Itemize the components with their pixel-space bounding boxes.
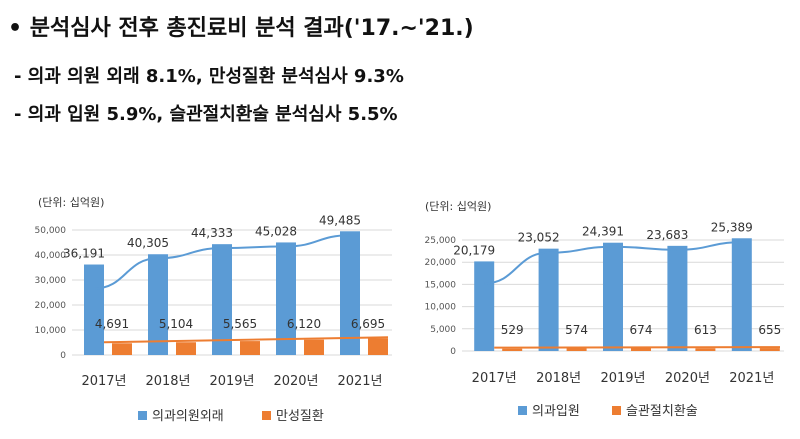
y-tick-label: 0	[60, 351, 66, 361]
trend-line-만성질환	[103, 336, 389, 344]
unit-label: (단위: 십억원)	[38, 196, 104, 209]
bar-의과의원외래	[340, 231, 360, 355]
headline-line-2: - 의과 의원 외래 8.1%, 만성질환 분석심사 9.3%	[14, 66, 404, 87]
x-category-label: 2021년	[729, 371, 774, 386]
title-text: 분석심사 전후 총진료비 분석 결과('17.~'21.)	[29, 16, 474, 41]
y-tick-label: 5,000	[430, 325, 456, 335]
data-label: 44,333	[191, 226, 233, 240]
x-category-label: 2019년	[600, 371, 645, 386]
trend-line-의과입원	[484, 241, 742, 285]
data-label: 24,391	[582, 225, 624, 239]
unit-label: (단위: 십억원)	[425, 200, 491, 213]
y-tick-label: 30,000	[35, 276, 67, 286]
bar-의과입원	[731, 238, 752, 351]
data-label: 4,691	[95, 317, 129, 331]
bar-의과의원외래	[212, 244, 232, 355]
data-label: 36,191	[63, 247, 105, 261]
legend-swatch	[518, 406, 527, 415]
y-tick-label: 10,000	[35, 326, 67, 336]
legend-entry: 슬관절치환술	[626, 404, 698, 419]
data-label: 655	[758, 323, 781, 337]
bar-슬관절치환술	[631, 348, 651, 351]
bar-만성질환	[304, 339, 324, 355]
data-label: 6,695	[351, 317, 385, 331]
data-label: 23,683	[646, 228, 688, 242]
data-label: 5,104	[159, 317, 193, 331]
data-label: 613	[694, 323, 717, 337]
legend-entry: 의과입원	[532, 404, 580, 419]
data-label: 20,179	[453, 243, 495, 257]
headline-line-3: - 의과 입원 5.9%, 슬관절치환술 분석심사 5.5%	[14, 104, 398, 125]
headline-title: • 분석심사 전후 총진료비 분석 결과('17.~'21.)	[8, 10, 474, 42]
bar-만성질환	[176, 342, 196, 355]
y-tick-label: 10,000	[425, 303, 457, 313]
x-category-label: 2018년	[145, 374, 190, 389]
y-tick-label: 20,000	[35, 301, 67, 311]
bar-만성질환	[112, 343, 132, 355]
bar-의과입원	[474, 261, 495, 351]
y-tick-label: 50,000	[35, 226, 67, 236]
bar-만성질환	[240, 341, 260, 355]
trend-line-의과의원외래	[93, 234, 351, 290]
y-tick-label: 15,000	[425, 280, 457, 290]
data-label: 674	[630, 323, 653, 337]
data-label: 6,120	[287, 317, 321, 331]
x-category-label: 2020년	[665, 371, 710, 386]
bar-슬관절치환술	[759, 348, 780, 351]
bar-의과의원외래	[84, 264, 104, 355]
bar-만성질환	[368, 338, 388, 355]
data-label: 49,485	[319, 213, 361, 227]
bar-의과입원	[667, 245, 688, 351]
y-tick-label: 40,000	[35, 251, 67, 261]
y-tick-label: 25,000	[425, 236, 457, 246]
bar-의과의원외래	[148, 254, 168, 355]
data-label: 40,305	[127, 236, 169, 250]
bar-의과입원	[538, 248, 559, 351]
bar-의과입원	[603, 242, 623, 351]
legend-swatch	[262, 411, 271, 420]
data-label: 23,052	[518, 231, 560, 245]
x-category-label: 2019년	[209, 374, 254, 389]
legend-swatch	[138, 411, 147, 420]
data-label: 45,028	[255, 224, 297, 238]
trend-line-슬관절치환술	[494, 346, 781, 349]
data-label: 574	[565, 323, 588, 337]
data-label: 25,389	[711, 220, 753, 234]
x-category-label: 2020년	[273, 374, 318, 389]
y-tick-label: 20,000	[425, 258, 457, 268]
bar-의과의원외래	[276, 242, 296, 355]
x-category-label: 2021년	[337, 374, 382, 389]
legend-entry: 만성질환	[276, 409, 324, 424]
legend-swatch	[612, 406, 621, 415]
legend-entry: 의과의원외래	[152, 409, 224, 424]
bullet: •	[8, 16, 23, 41]
bar-슬관절치환술	[695, 348, 716, 351]
data-label: 529	[501, 323, 524, 337]
y-tick-label: 0	[450, 347, 456, 357]
bar-슬관절치환술	[502, 348, 523, 351]
bar-슬관절치환술	[566, 348, 587, 351]
x-category-label: 2017년	[472, 371, 517, 386]
x-category-label: 2018년	[536, 371, 581, 386]
data-label: 5,565	[223, 317, 257, 331]
x-category-label: 2017년	[81, 374, 126, 389]
